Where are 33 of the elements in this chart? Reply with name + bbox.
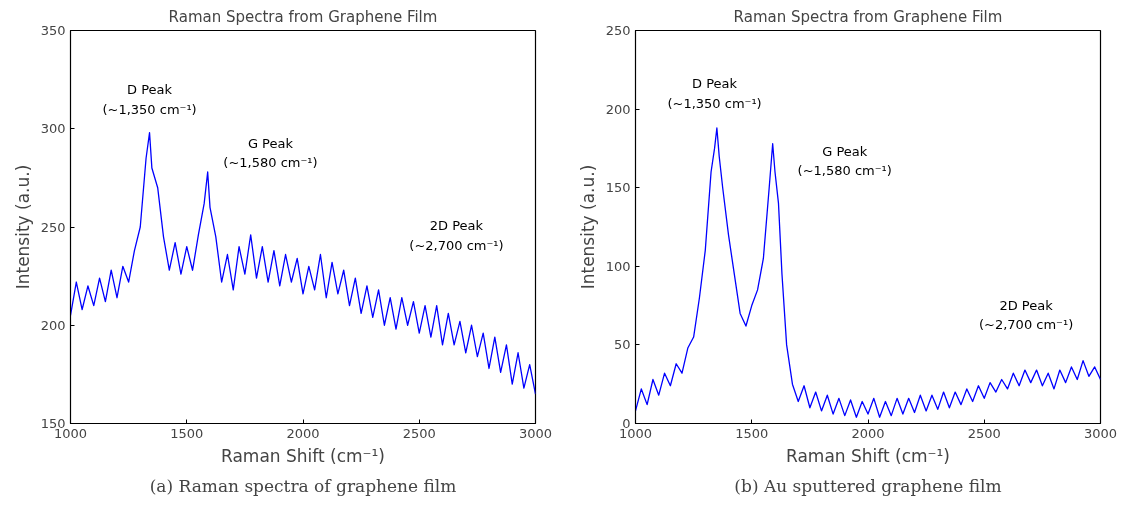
y-tick-label: 100 <box>605 258 631 274</box>
x-axis-title: Raman Shift (cm⁻¹) <box>785 445 951 466</box>
y-tick-label: 300 <box>40 121 66 137</box>
annotation: D Peak (~1,350 cm⁻¹) <box>667 76 762 111</box>
chart-title: Raman Spectra from Graphene Film <box>733 7 1003 26</box>
y-tick-label: 350 <box>40 23 66 38</box>
y-tick-label: 250 <box>605 23 631 38</box>
text: (a) Raman spectra of graphene film <box>149 475 457 496</box>
x-axis-title: Raman Shift (cm⁻¹) <box>220 445 386 466</box>
y-tick-label: 200 <box>40 317 66 333</box>
y-tick-label: 150 <box>605 180 631 196</box>
x-tick-label: 2000 <box>851 425 885 441</box>
y-tick-label: 50 <box>613 337 631 353</box>
x-tick-label: 3000 <box>1083 425 1118 441</box>
y-axis-title: Intensity (a.u.) <box>577 164 598 290</box>
y-tick-label: 250 <box>40 219 66 235</box>
x-tick-label: 2000 <box>286 425 320 441</box>
x-tick-label: 2500 <box>402 425 436 441</box>
annotation: 2D Peak (~2,700 cm⁻¹) <box>409 218 504 253</box>
annotation: G Peak (~1,580 cm⁻¹) <box>797 143 892 179</box>
line-series <box>70 132 536 395</box>
x-tick-label: 1500 <box>170 425 204 441</box>
annotation: G Peak (~1,580 cm⁻¹) <box>223 135 318 171</box>
x-tick-label: 2500 <box>967 425 1001 441</box>
y-tick-label: 200 <box>605 101 631 117</box>
y-axis-title: Intensity (a.u.) <box>12 164 33 290</box>
text: (b) Au sputtered graphene film <box>734 475 1002 496</box>
x-tick-label: 3000 <box>518 425 553 441</box>
line-series <box>635 127 1101 418</box>
chart-title: Raman Spectra from Graphene Film <box>168 7 438 26</box>
annotation: D Peak (~1,350 cm⁻¹) <box>102 82 197 117</box>
x-tick-label: 1500 <box>735 425 769 441</box>
annotation: 2D Peak (~2,700 cm⁻¹) <box>978 297 1074 333</box>
